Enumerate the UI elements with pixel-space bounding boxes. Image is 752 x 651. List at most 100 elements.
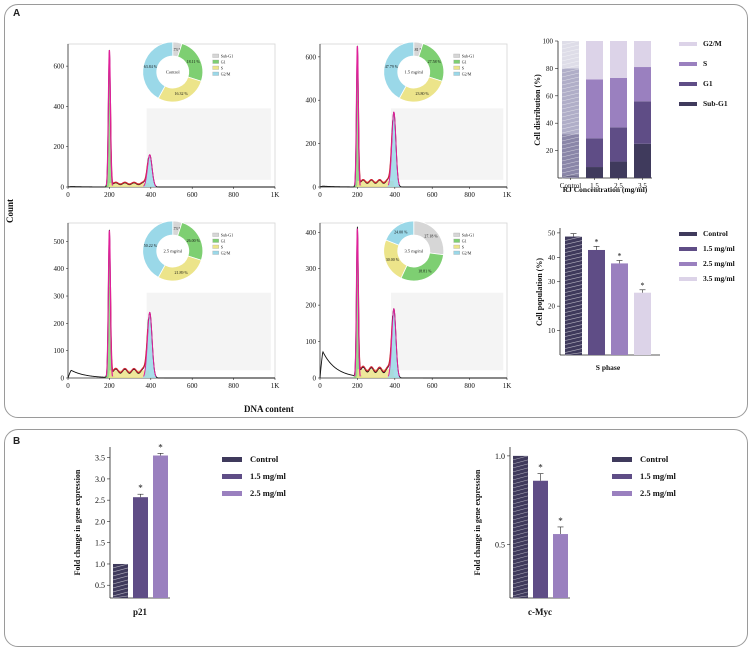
y-tick-label: 10 xyxy=(548,327,556,335)
hatch-line xyxy=(561,132,580,138)
hatch-line xyxy=(561,124,580,130)
x-tick-label: 200 xyxy=(104,382,115,390)
legend-swatch xyxy=(222,491,242,496)
bar xyxy=(634,292,651,355)
legend-label: G1 xyxy=(221,239,226,244)
histogram-3: 0 100 200 300 400 500 0 200 400 600 800 1K 1.73 % 26.… xyxy=(54,220,279,390)
hatch-line xyxy=(512,551,529,557)
g2m-peak-fit xyxy=(143,311,157,377)
hatch-line xyxy=(512,527,529,533)
hatch-line xyxy=(564,304,583,309)
x-tick-label: 800 xyxy=(228,382,239,390)
donut-center-label: Control xyxy=(166,70,181,75)
g1-peak-fit xyxy=(105,230,114,377)
x-tick-label: 400 xyxy=(390,382,401,390)
stacked-segment xyxy=(610,127,627,162)
legend-swatch xyxy=(212,232,219,237)
legend-swatch xyxy=(679,262,697,266)
y-axis-label: Cell population (%) xyxy=(535,258,544,326)
legend-label: 3.5 mg/ml xyxy=(703,274,735,283)
hatch-line xyxy=(561,152,580,158)
hatch-line xyxy=(561,140,580,146)
hatch-line xyxy=(512,471,529,477)
x-tick-label: 400 xyxy=(146,382,157,390)
x-tick-label: 1K xyxy=(271,191,280,199)
stacked-segment xyxy=(634,67,651,102)
legend-label: G1 xyxy=(462,60,467,65)
legend-label: Sub-G1 xyxy=(462,233,474,238)
hatch-line xyxy=(564,344,583,349)
hatch-line xyxy=(561,44,580,50)
hatch-line xyxy=(561,40,580,46)
donut-pct-label: 50.22 % xyxy=(144,243,158,248)
y-tick-label: 100 xyxy=(54,347,65,355)
hatch-line xyxy=(564,348,583,353)
y-tick-label: 1.0 xyxy=(95,560,105,569)
y-tick-label: 300 xyxy=(306,265,317,273)
hatch-line xyxy=(512,571,529,577)
donut-pct-label: 63.84 % xyxy=(144,64,158,69)
legend-label: S xyxy=(462,66,464,71)
legend-label: 1.5 mg/ml xyxy=(250,471,287,481)
hatch-line xyxy=(512,591,529,597)
hatch-line xyxy=(561,48,580,54)
g2m-peak-fit xyxy=(143,154,157,187)
stacked-segment xyxy=(586,41,603,80)
hatch-line xyxy=(564,308,583,313)
hatch-line xyxy=(512,563,529,569)
panel-a-label: A xyxy=(13,8,21,19)
hatch-line xyxy=(564,248,583,253)
histogram-shade xyxy=(391,108,504,180)
legend-swatch xyxy=(679,82,697,86)
hatch-line xyxy=(561,128,580,134)
legend-swatch xyxy=(453,232,460,237)
legend-swatch xyxy=(453,53,460,58)
donut-pct-label: 21.89 % xyxy=(175,270,189,275)
hatch-line xyxy=(512,515,529,521)
y-tick-label: 400 xyxy=(306,229,317,237)
x-tick-label: 1K xyxy=(503,191,512,199)
donut-slice xyxy=(385,220,415,246)
x-tick-label: 400 xyxy=(390,191,401,199)
y-tick-label: 1.5 xyxy=(95,539,105,548)
legend-swatch xyxy=(679,247,697,251)
y-tick-label: 2.5 xyxy=(95,496,105,505)
donut-pct-label: 26.00 % xyxy=(187,238,201,243)
y-tick-label: 100 xyxy=(543,38,554,46)
g1-peak-fit xyxy=(354,228,361,377)
hatch-line xyxy=(564,320,583,325)
x-tick-label: 200 xyxy=(352,191,363,199)
legend-swatch xyxy=(679,62,697,66)
x-axis-label: S phase xyxy=(596,363,621,372)
g1-peak-fit xyxy=(354,45,361,186)
y-tick-label: 200 xyxy=(54,320,65,328)
hatch-line xyxy=(512,503,529,509)
hatch-line xyxy=(564,244,583,249)
legend-label: S xyxy=(221,66,223,71)
hatch-line xyxy=(512,567,529,573)
x-tick-label: 1K xyxy=(503,382,512,390)
stacked-segment xyxy=(610,161,627,178)
hatch-line xyxy=(561,76,580,82)
histogram-curve xyxy=(319,45,507,188)
donut-pct-label: 0.81 % xyxy=(412,47,424,52)
hatch-line xyxy=(512,539,529,545)
hatch-line xyxy=(561,136,580,142)
bar xyxy=(611,263,628,355)
y-tick-label: 200 xyxy=(306,140,317,148)
g1-area xyxy=(105,48,115,187)
bar xyxy=(513,455,528,598)
hatch-line xyxy=(512,491,529,497)
stacked-segment xyxy=(586,79,603,139)
y-tick-label: 40 xyxy=(548,254,556,262)
hatch-line xyxy=(112,583,129,589)
significance-mark: * xyxy=(641,281,645,290)
hatch-line xyxy=(512,499,529,505)
hatch-line xyxy=(564,296,583,301)
significance-mark: * xyxy=(538,463,543,473)
y-tick-label: 100 xyxy=(306,338,317,346)
legend-swatch xyxy=(679,232,697,236)
hatch-line xyxy=(564,324,583,329)
hatch-line xyxy=(561,164,580,170)
